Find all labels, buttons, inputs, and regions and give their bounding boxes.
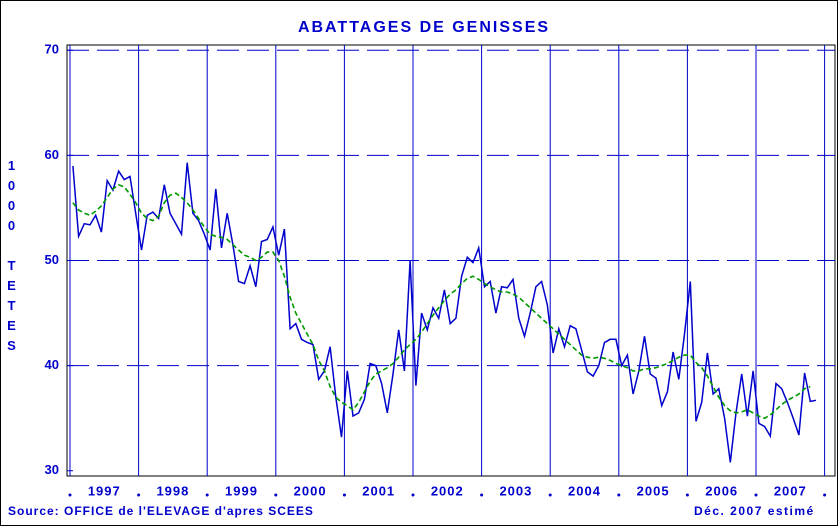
x-tick-label: 2002 — [431, 483, 464, 498]
y-tick-label: 60 — [45, 147, 59, 162]
x-tick-label: 1999 — [225, 483, 258, 498]
series-line — [72, 183, 811, 420]
x-tick-label: 2005 — [637, 483, 670, 498]
year-dot — [68, 493, 72, 497]
x-tick-label: 1997 — [88, 483, 121, 498]
x-tick-label: 2001 — [362, 483, 395, 498]
x-tick-label: 2004 — [568, 483, 601, 498]
year-dot — [754, 493, 758, 497]
source: Source: OFFICE de l'ELEVAGE d'apres SCEE… — [8, 504, 314, 518]
year-dot — [823, 493, 827, 497]
y-tick-label: 50 — [45, 252, 59, 267]
y-tick-label: 30 — [45, 462, 59, 477]
year-dot — [617, 493, 621, 497]
year-dot — [548, 493, 552, 497]
chart-title: ABATTAGES DE GENISSES — [298, 19, 550, 36]
year-dot — [137, 493, 141, 497]
y-axis-label: 1000 TETES — [4, 158, 19, 358]
x-tick-label: 2003 — [499, 483, 532, 498]
year-dot — [205, 493, 209, 497]
year-dot — [685, 493, 689, 497]
note: Déc. 2007 estimé — [694, 504, 815, 518]
x-tick-label: 2000 — [294, 483, 327, 498]
year-dot — [342, 493, 346, 497]
year-dot — [480, 493, 484, 497]
x-tick-label: 2007 — [774, 483, 807, 498]
year-dot — [411, 493, 415, 497]
y-tick-label: 70 — [45, 42, 59, 57]
series-line — [72, 162, 817, 463]
x-tick-label: 1998 — [156, 483, 189, 498]
x-tick-label: 2006 — [705, 483, 738, 498]
year-dot — [274, 493, 278, 497]
y-tick-label: 40 — [45, 357, 59, 372]
